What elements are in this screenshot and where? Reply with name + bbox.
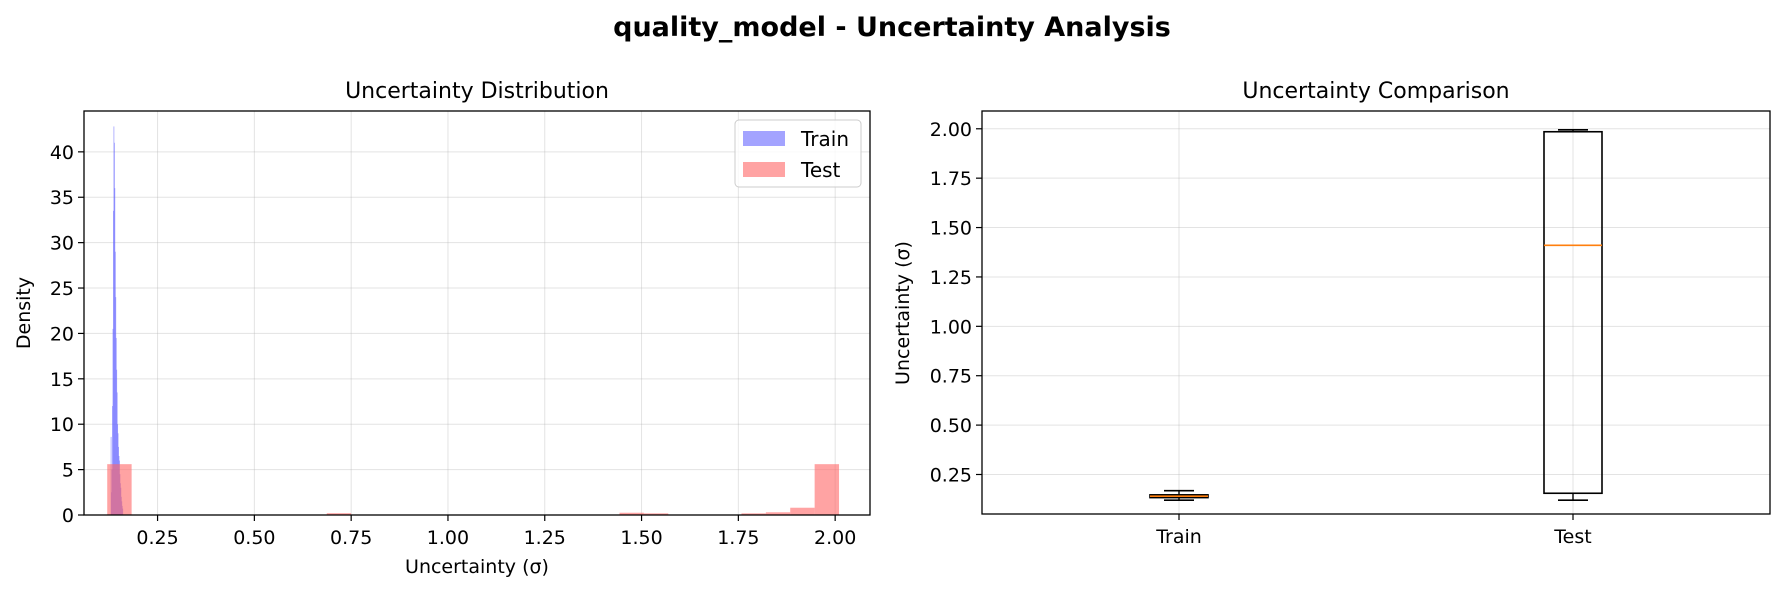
histogram-legend: Train Test <box>734 119 862 188</box>
boxplot-grid <box>982 111 1770 514</box>
histogram-x-tick-label: 2.00 <box>814 527 856 549</box>
train-histogram-bar <box>113 210 114 515</box>
histogram-y-ticks: 0 5 10 15 20 25 30 35 40 <box>50 142 84 527</box>
histogram-panel: Uncertainty Distribution 0.25 0.50 0.75 1.0… <box>13 79 871 578</box>
histogram-y-tick-label: 20 <box>50 323 74 345</box>
train-histogram-bars <box>110 126 124 516</box>
boxplot-y-tick-label: 2.00 <box>930 119 972 141</box>
test-histogram-bars <box>107 464 840 515</box>
boxplot-boxes <box>1149 128 1603 501</box>
histogram-x-tick-label: 1.75 <box>717 527 759 549</box>
histogram-y-tick-label: 30 <box>50 233 74 255</box>
boxplot-y-ticks: 0.25 0.50 0.75 1.00 1.25 1.50 1.75 2.00 <box>930 119 982 486</box>
histogram-x-tick-label: 0.25 <box>136 527 178 549</box>
histogram-x-tick-label: 1.50 <box>620 527 662 549</box>
histogram-x-tick-label: 0.75 <box>330 527 372 549</box>
boxplot-y-tick-label: 1.75 <box>930 168 972 190</box>
histogram-x-axis-label: Uncertainty (σ) <box>405 556 549 578</box>
boxplot-y-tick-label: 1.25 <box>930 267 972 289</box>
histogram-x-tick-label: 1.25 <box>524 527 566 549</box>
histogram-x-tick-label: 1.00 <box>427 527 469 549</box>
legend-swatch-train <box>743 131 785 146</box>
histogram-y-tick-label: 15 <box>50 369 74 391</box>
test-histogram-bar <box>107 464 132 515</box>
histogram-plot-frame <box>83 110 871 516</box>
boxplot-y-tick-label: 1.50 <box>930 218 972 240</box>
boxplot-x-tick-label: Test <box>1553 526 1591 548</box>
train-box <box>1149 489 1209 501</box>
legend-label-test: Test <box>800 158 841 182</box>
train-histogram-bar <box>114 188 116 516</box>
boxplot-y-tick-label: 1.00 <box>930 316 972 338</box>
train-histogram-bar <box>112 328 114 515</box>
histogram-y-tick-label: 10 <box>50 414 74 436</box>
test-histogram-bar <box>814 464 840 515</box>
test-histogram-bar <box>619 512 644 515</box>
histogram-y-axis-label: Density <box>13 277 35 349</box>
histogram-y-tick-label: 0 <box>62 505 74 527</box>
legend-swatch-test <box>743 162 785 177</box>
histogram-grid <box>84 111 870 516</box>
train-histogram-bar <box>115 297 117 515</box>
train-histogram-bar <box>116 392 118 515</box>
test-iqr-box <box>1543 130 1603 495</box>
boxplot-title: Uncertainty Comparison <box>1242 79 1509 104</box>
histogram-y-tick-label: 5 <box>62 460 74 482</box>
test-histogram-bar <box>643 513 669 515</box>
histogram-x-ticks: 0.25 0.50 0.75 1.00 1.25 1.50 1.75 2.00 <box>136 515 856 549</box>
histogram-title: Uncertainty Distribution <box>345 79 609 104</box>
boxplot-y-tick-label: 0.75 <box>930 366 972 388</box>
histogram-y-tick-label: 35 <box>50 187 74 209</box>
histogram-y-tick-label: 25 <box>50 278 74 300</box>
train-histogram-bar <box>116 369 118 515</box>
boxplot-panel: Uncertainty Comparison Train Test 0.25 0.5… <box>892 79 1771 548</box>
boxplot-x-tick-label: Train <box>1155 526 1202 548</box>
test-histogram-bar <box>326 513 352 515</box>
train-histogram-bar <box>113 142 115 516</box>
train-histogram-bar <box>115 337 117 515</box>
test-histogram-bar <box>790 507 815 515</box>
test-box <box>1543 128 1603 501</box>
boxplot-y-tick-label: 0.25 <box>930 464 972 486</box>
test-histogram-bar <box>765 512 791 515</box>
train-histogram-bar <box>114 251 116 515</box>
legend-label-train: Train <box>800 127 849 151</box>
boxplot-y-tick-label: 0.50 <box>930 415 972 437</box>
train-histogram-bar <box>112 406 113 515</box>
boxplot-y-axis-label: Uncertainty (σ) <box>892 241 914 385</box>
boxplot-plot-frame <box>981 110 1771 515</box>
test-histogram-bar <box>741 513 766 515</box>
train-histogram-bar <box>113 126 115 515</box>
histogram-y-tick-label: 40 <box>50 142 74 164</box>
histogram-x-tick-label: 0.50 <box>233 527 275 549</box>
boxplot-x-ticks: Train Test <box>1155 514 1592 548</box>
figure-title: quality_model - Uncertainty Analysis <box>613 12 1171 43</box>
